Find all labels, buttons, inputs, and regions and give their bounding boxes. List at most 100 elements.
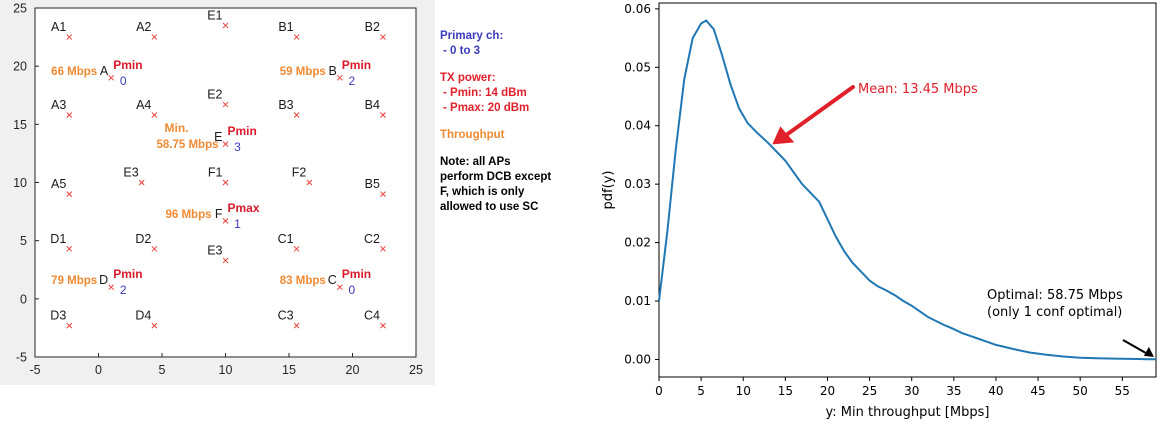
station-marker (66, 191, 73, 197)
pdf-ytick-label: 0.01 (624, 294, 651, 308)
station-marker (293, 245, 300, 252)
station-label: A3 (51, 98, 66, 112)
legend-primary-title: Primary ch: (440, 30, 504, 42)
pdf-ytick-label: 0.03 (624, 177, 651, 191)
station-marker (151, 322, 158, 329)
legend-note-line2: perform DCB except (440, 171, 552, 183)
pdf-xtick-label: 10 (736, 384, 751, 398)
station-label: E1 (207, 8, 222, 22)
layout-ytick-label: 5 (20, 234, 27, 248)
station-label: E3 (123, 166, 138, 180)
ap-throughput-label: 79 Mbps (51, 275, 97, 287)
layout-xtick-label: 20 (346, 363, 360, 377)
pdf-xtick-label: 20 (820, 384, 835, 398)
legend-primary-range: - 0 to 3 (443, 45, 481, 57)
ap-marker (108, 284, 115, 291)
station-marker (293, 322, 300, 329)
ap-power-label: Pmin (228, 124, 257, 138)
layout-xtick-label: 15 (282, 363, 296, 377)
layout-ytick-label: 0 (20, 292, 27, 306)
pdf-axes-box (658, 2, 1157, 378)
legend-note-line3: F, which is only (440, 186, 525, 198)
station-label: A2 (136, 20, 151, 34)
station-marker (66, 34, 73, 40)
layout-xtick-label: 10 (219, 363, 233, 377)
station-marker (380, 112, 386, 118)
station-label: D3 (50, 309, 66, 323)
station-label: B1 (278, 20, 293, 34)
ap-power-label: Pmin (342, 58, 371, 72)
ap-label: A (100, 64, 109, 78)
optimal-annotation-line2: (only 1 conf optimal) (987, 305, 1122, 320)
station-label: A4 (136, 98, 151, 112)
ap-label: E (214, 130, 222, 144)
optimal-arrow-head (1143, 346, 1154, 357)
ap-throughput-label: 66 Mbps (51, 66, 97, 78)
pdf-xtick-label: 40 (988, 384, 1003, 398)
station-label: C3 (278, 309, 294, 323)
ap-throughput-label: 96 Mbps (165, 209, 211, 221)
station-label: D2 (135, 232, 151, 246)
ap-channel-label: 2 (348, 74, 355, 88)
pdf-ytick-label: 0.04 (624, 119, 651, 133)
layout-ytick-label: 25 (13, 2, 27, 16)
legend-note-line1: : all APs (465, 156, 511, 168)
pdf-ytick-label: 0.00 (624, 352, 651, 366)
station-label: A5 (51, 177, 66, 191)
station-marker (151, 112, 158, 118)
mean-arrow-head (772, 126, 795, 145)
layout-ytick-label: -5 (16, 351, 27, 365)
ap-channel-label: 2 (120, 283, 127, 297)
station-label: B5 (365, 177, 380, 191)
station-label: A1 (51, 20, 66, 34)
pdf-xtick-label: 25 (862, 384, 877, 398)
station-marker (306, 179, 313, 186)
station-marker (66, 112, 73, 118)
station-marker (66, 322, 73, 329)
station-label: C4 (364, 309, 380, 323)
station-label: B2 (365, 20, 380, 34)
layout-xtick-label: 5 (159, 363, 166, 377)
pdf-xlabel: y: Min throughput [Mbps] (826, 405, 990, 420)
layout-xtick-label: 25 (409, 363, 423, 377)
ap-channel-label: 1 (234, 217, 241, 231)
ap-label: B (328, 64, 336, 78)
ap-channel-label: 0 (120, 74, 127, 88)
station-marker (66, 245, 73, 252)
optimal-annotation-line1: Optimal: 58.75 Mbps (987, 288, 1123, 303)
layout-ytick-label: 15 (13, 118, 27, 132)
legend-tx-title: TX power: (440, 72, 496, 84)
layout-ytick-label: 20 (13, 60, 27, 74)
station-label: E3 (207, 243, 222, 257)
legend-tx-pmin: - Pmin: 14 dBm (443, 87, 527, 99)
legend-note-line4: allowed to use SC (440, 201, 539, 213)
mean-arrow-shaft (782, 85, 855, 139)
station-marker (380, 322, 386, 329)
station-marker (222, 22, 229, 29)
station-marker (293, 34, 300, 40)
pdf-ylabel: pdf(y) (601, 171, 616, 210)
legend-text-block: Primary ch: - 0 to 3 TX power: - Pmin: 1… (440, 29, 590, 215)
station-label: B4 (365, 98, 380, 112)
layout-xtick-label: 0 (95, 363, 102, 377)
pdf-xtick-label: 15 (778, 384, 793, 398)
pdf-xtick-label: 50 (1073, 384, 1088, 398)
station-label: D4 (135, 309, 151, 323)
legend-throughput: Throughput (440, 129, 505, 141)
pdf-xtick-label: 55 (1115, 384, 1130, 398)
pdf-line-chart: 0 5 10 15 20 25 30 35 40 45 50 55 0.00 0.01 0.02 0.03 0.… (601, 2, 1157, 420)
ap-marker (108, 74, 115, 81)
pdf-xtick-label: 5 (697, 384, 705, 398)
ap-throughput-label: 83 Mbps (280, 275, 326, 287)
ap-min-label: Min. (165, 121, 189, 135)
station-label: F1 (208, 166, 223, 180)
ap-label: C (328, 273, 337, 287)
legend-tx-pmax: - Pmax: 20 dBm (443, 102, 530, 114)
legend-note-bold: Note (440, 156, 466, 168)
ap-throughput-label: 59 Mbps (280, 66, 326, 78)
ap-power-label: Pmin (113, 267, 142, 281)
station-label: F2 (292, 166, 307, 180)
station-marker (222, 257, 229, 264)
pdf-ytick-label: 0.02 (624, 236, 651, 250)
